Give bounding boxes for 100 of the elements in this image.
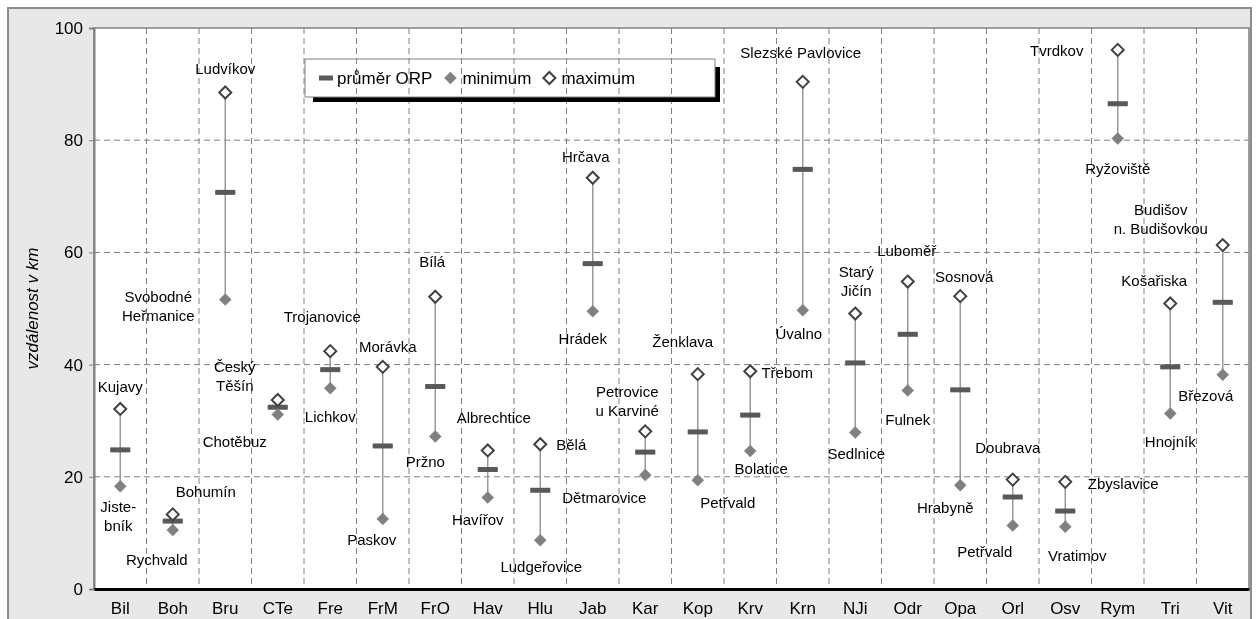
annotation: Vratimov: [1047, 546, 1108, 564]
annotation: Úvalno: [775, 325, 823, 343]
annotation: Petrovice u Karviné: [595, 382, 659, 419]
point: [270, 392, 285, 407]
point: [480, 443, 495, 458]
point: [534, 533, 547, 547]
point: [1163, 296, 1178, 311]
point: [1059, 520, 1072, 533]
annotation: Ludvíkov: [195, 59, 256, 77]
x-tick-label: Odr: [893, 599, 923, 619]
annotation: Slezské Pavlovice: [740, 43, 862, 61]
point: [533, 437, 548, 452]
annotation: Ryžoviště: [1085, 159, 1151, 177]
x-tick-label: Bru: [212, 599, 239, 619]
annotation: Morávka: [358, 337, 418, 355]
x-tick-label: Orl: [1001, 599, 1025, 619]
y-tick-label: 100: [54, 18, 83, 38]
x-tick-label: Osv: [1050, 599, 1081, 619]
legend-label: průměr ORP: [337, 69, 433, 88]
point: [1216, 368, 1229, 381]
annotation: Ludgeřovice: [500, 558, 583, 576]
point: [113, 401, 128, 416]
annotation: Bolatice: [734, 459, 788, 477]
legend-label: maximum: [561, 69, 636, 88]
point: [218, 85, 233, 100]
annotation: Trojanovice: [283, 308, 361, 326]
x-tick-label: Boh: [157, 599, 188, 619]
point: [744, 444, 757, 458]
point: [585, 170, 600, 185]
point: [428, 289, 443, 304]
point: [953, 289, 968, 304]
annotation: Ženklava: [652, 333, 714, 351]
x-tick-label: Kar: [632, 599, 659, 619]
annotation: Bílá: [419, 252, 446, 270]
annotation: Pržno: [405, 453, 445, 471]
x-tick-label: FrM: [367, 599, 398, 619]
x-tick-label: FrO: [420, 599, 450, 619]
point: [375, 359, 390, 374]
x-tick-label: Opa: [944, 599, 977, 619]
y-tick-label: 40: [64, 355, 83, 375]
annotation: Lichkov: [304, 408, 357, 426]
annotation: Jiste- bník: [100, 497, 137, 534]
point: [691, 473, 704, 487]
x-tick-label: Tri: [1160, 599, 1180, 619]
annotation: Luboměř: [877, 241, 938, 259]
point: [901, 384, 914, 397]
annotation: Třebom: [761, 364, 814, 382]
x-tick-label: Bil: [110, 599, 130, 619]
y-tick-label: 0: [73, 579, 83, 599]
point: [165, 507, 180, 522]
point: [954, 478, 967, 492]
point: [1111, 132, 1124, 145]
point: [219, 293, 232, 306]
x-tick-label: Hav: [472, 599, 504, 619]
annotation: Sedlnice: [827, 445, 886, 463]
annotation: Březová: [1178, 386, 1234, 404]
point: [743, 364, 758, 379]
point: [1215, 238, 1230, 253]
y-tick-label: 60: [64, 243, 83, 263]
legend-label: minimum: [462, 69, 532, 88]
annotation: Sosnová: [935, 268, 995, 286]
annotation: Dětmarovice: [562, 489, 647, 507]
point: [690, 367, 705, 382]
point: [849, 426, 862, 439]
x-tick-label: Vit: [1212, 599, 1233, 619]
annotation: Kujavy: [97, 377, 144, 395]
y-axis-title: vzdálenost v km: [23, 247, 42, 370]
annotation: Doubrava: [975, 438, 1041, 456]
annotation: Havířov: [451, 510, 505, 528]
point: [1006, 519, 1019, 532]
point: [638, 424, 653, 439]
annotation: Tvrdkov: [1030, 41, 1084, 59]
point: [1164, 407, 1177, 420]
x-tick-label: NJi: [842, 599, 868, 619]
annotation: Český Těšín: [213, 358, 257, 395]
annotation: Hrabyně: [916, 499, 974, 517]
y-tick-label: 80: [64, 131, 83, 151]
annotation: Fulnek: [885, 411, 931, 429]
annotation: Albrechtice: [456, 409, 531, 427]
point: [900, 274, 915, 289]
point: [166, 523, 179, 537]
annotation: Svobodné Heřmanice: [121, 288, 195, 325]
y-tick-label: 20: [64, 467, 83, 487]
point: [114, 480, 127, 493]
annotation: Bělá: [556, 436, 587, 454]
point: [323, 344, 338, 359]
point: [848, 306, 863, 321]
point: [586, 305, 599, 318]
x-tick-label: Krn: [789, 599, 816, 619]
x-tick-label: Jab: [579, 599, 607, 619]
annotation: Petřvald: [957, 542, 1013, 560]
annotation: Starý Jičín: [838, 263, 875, 300]
annotation: Budišov n. Budišovkou: [1113, 200, 1208, 237]
point: [324, 381, 337, 395]
point: [376, 512, 389, 526]
point: [639, 468, 652, 482]
annotation: Košařiska: [1121, 272, 1188, 290]
x-tick-label: Fre: [317, 599, 343, 619]
point: [481, 491, 494, 504]
point: [271, 408, 284, 421]
